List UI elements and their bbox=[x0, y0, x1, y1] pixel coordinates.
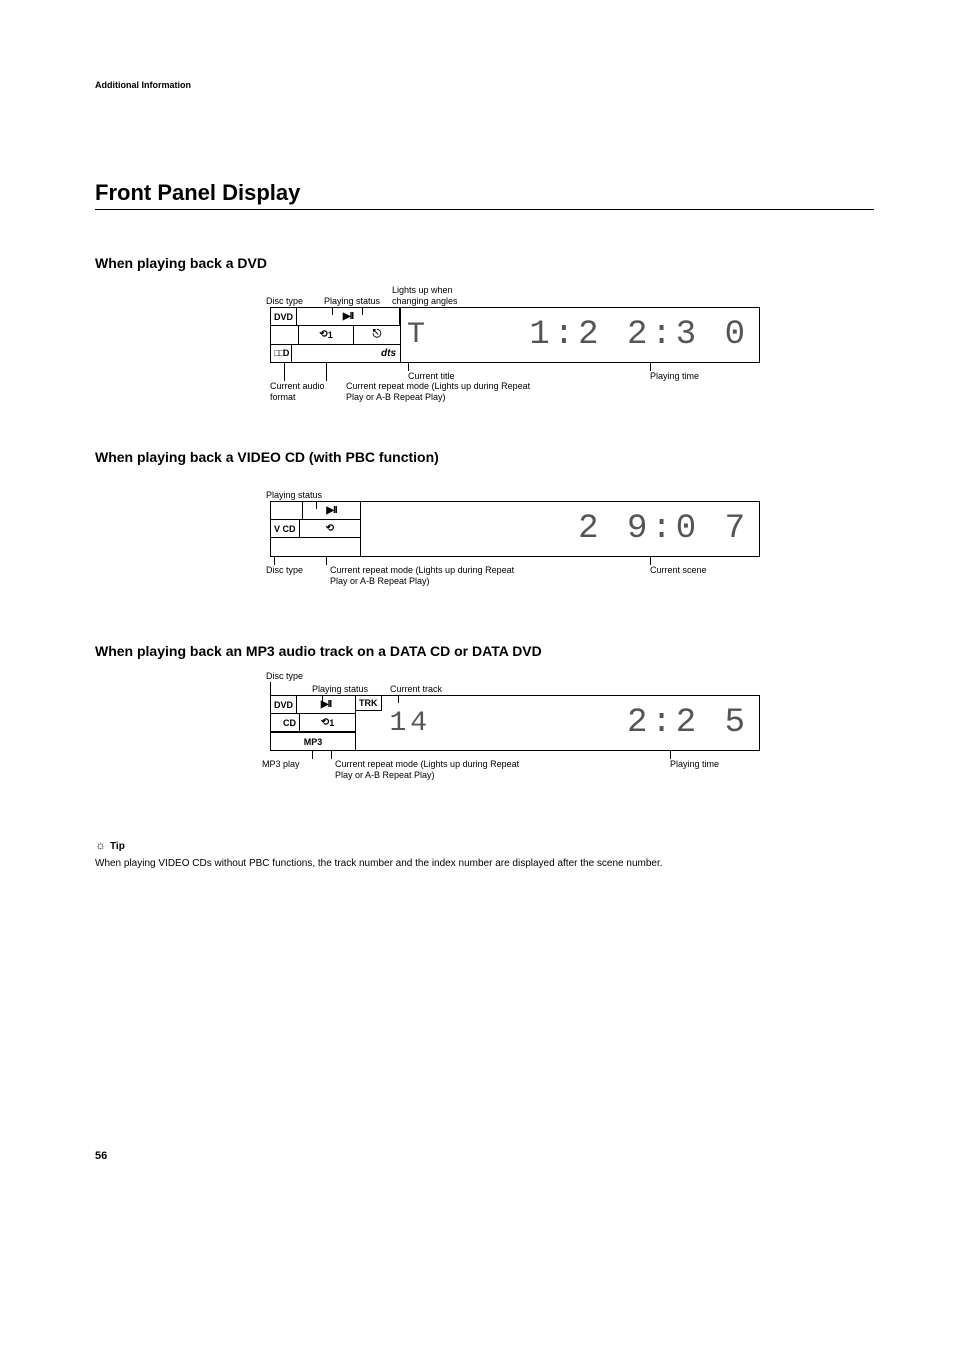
dvd-badge: DVD bbox=[271, 308, 297, 325]
title-rule bbox=[95, 209, 874, 210]
dvd-label-audio: Current audio format bbox=[270, 381, 325, 403]
mp3-section: When playing back an MP3 audio track on … bbox=[95, 643, 874, 789]
mp3-label-mp3: MP3 play bbox=[262, 759, 300, 770]
mp3-lcd-panel: DVD ▶II CD ⟲1 MP3 TRK 14 2:2 5 bbox=[270, 695, 760, 751]
tip-heading: Tip bbox=[110, 841, 125, 852]
vcd-badge: V CD bbox=[271, 520, 300, 537]
vcd-scene: 2 9:0 7 bbox=[367, 510, 759, 548]
dvd-section: When playing back a DVD Disc type Playin… bbox=[95, 255, 874, 401]
mp3-label-play: Playing status bbox=[312, 684, 368, 695]
mp3-badge: MP3 bbox=[304, 737, 323, 747]
dvd-section-title: When playing back a DVD bbox=[95, 255, 874, 271]
mp3-cd-badge: CD bbox=[271, 714, 300, 731]
vcd-lcd-panel: ▶II V CD ⟲ 2 9:0 7 bbox=[270, 501, 760, 557]
tip-icon: ☼ bbox=[95, 838, 106, 852]
mp3-label-track: Current track bbox=[390, 684, 442, 695]
mp3-dvd-badge: DVD bbox=[271, 696, 297, 713]
mp3-time: 2:2 5 bbox=[445, 704, 759, 742]
play-pause-icon: ▶II bbox=[303, 502, 360, 519]
angle-icon: ⎋ bbox=[354, 326, 400, 343]
trk-badge: TRK bbox=[356, 696, 382, 711]
repeat-icon: ⟲1 bbox=[299, 326, 354, 343]
dolby-icon: □□D bbox=[271, 345, 292, 362]
dvd-label-disc: Disc type bbox=[266, 296, 303, 307]
dvd-lcd-panel: DVD ▶II ⟲1 ⎋ □□D dts T 1:2 2:3 0 bbox=[270, 307, 760, 363]
mp3-label-disc: Disc type bbox=[266, 671, 303, 682]
tip-body: When playing VIDEO CDs without PBC funct… bbox=[95, 857, 874, 871]
play-pause-icon: ▶II bbox=[297, 308, 400, 325]
page-number: 56 bbox=[95, 1150, 874, 1162]
repeat-icon: ⟲1 bbox=[300, 714, 355, 731]
main-title: Front Panel Display bbox=[95, 180, 874, 206]
dts-icon: dts bbox=[292, 345, 400, 362]
vcd-section-title: When playing back a VIDEO CD (with PBC f… bbox=[95, 449, 874, 465]
vcd-section: When playing back a VIDEO CD (with PBC f… bbox=[95, 449, 874, 595]
dvd-label-play: Playing status bbox=[324, 296, 380, 307]
dvd-label-angle: Lights up when changing angles bbox=[392, 285, 477, 307]
vcd-label-play: Playing status bbox=[266, 490, 322, 501]
play-pause-icon: ▶II bbox=[297, 696, 355, 713]
mp3-label-time: Playing time bbox=[670, 759, 719, 770]
dvd-label-time: Playing time bbox=[650, 371, 699, 382]
mp3-section-title: When playing back an MP3 audio track on … bbox=[95, 643, 874, 659]
vcd-label-repeat: Current repeat mode (Lights up during Re… bbox=[330, 565, 514, 587]
repeat-icon: ⟲ bbox=[300, 520, 360, 537]
dvd-label-repeat: Current repeat mode (Lights up during Re… bbox=[346, 381, 530, 403]
vcd-label-scene: Current scene bbox=[650, 565, 707, 576]
page-header: Additional Information bbox=[95, 80, 874, 90]
dvd-time: 1:2 2:3 0 bbox=[449, 316, 759, 354]
mp3-label-repeat: Current repeat mode (Lights up during Re… bbox=[335, 759, 519, 781]
vcd-label-disc: Disc type bbox=[266, 565, 303, 576]
tip-section: ☼ Tip When playing VIDEO CDs without PBC … bbox=[95, 837, 874, 870]
mp3-tracknum: 14 bbox=[382, 696, 440, 750]
dvd-title-letter: T bbox=[407, 318, 429, 352]
